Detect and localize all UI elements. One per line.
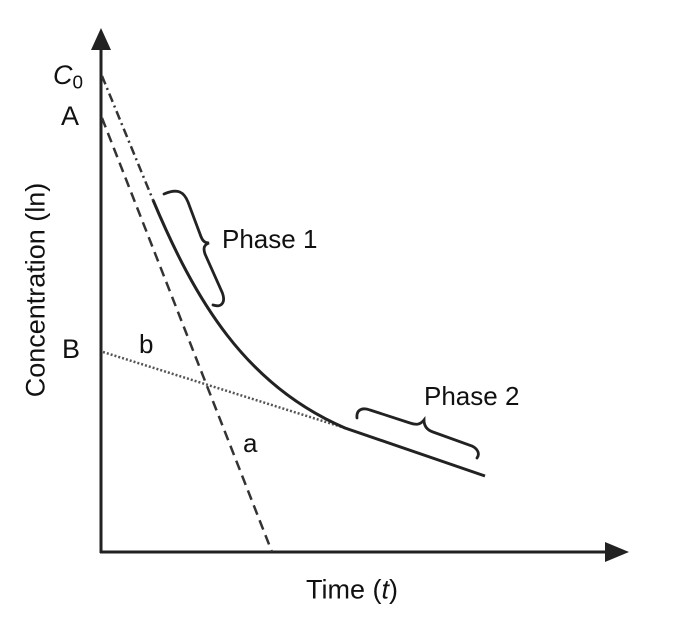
x-axis-title-close: ) <box>389 574 399 605</box>
line-a-label: a <box>243 428 258 458</box>
y-axis-arrow-icon <box>91 28 111 50</box>
x-axis-title-text: Time ( <box>305 574 382 605</box>
x-axis-title-var: t <box>381 574 390 605</box>
c0-subscript: 0 <box>72 72 84 94</box>
line-b-label: b <box>139 329 154 359</box>
b-intercept-label: B <box>62 334 81 364</box>
c0-label: C0 <box>53 60 83 95</box>
concentration-curve <box>151 199 486 478</box>
phase2-brace-icon <box>355 407 480 460</box>
x-axis-title: Time (t) <box>306 575 398 606</box>
phase1-brace-icon <box>162 189 225 308</box>
y-axis-title: Concentration (ln) <box>20 182 51 398</box>
phase1-label: Phase 1 <box>222 224 318 254</box>
x-axis-arrow-icon <box>605 542 629 562</box>
a-intercept-label: A <box>61 101 80 131</box>
line-b <box>102 350 346 430</box>
c0-symbol: C <box>53 60 73 90</box>
line-a <box>100 117 274 553</box>
phase2-label: Phase 2 <box>424 381 520 411</box>
c0-extrapolation-line <box>100 75 155 201</box>
